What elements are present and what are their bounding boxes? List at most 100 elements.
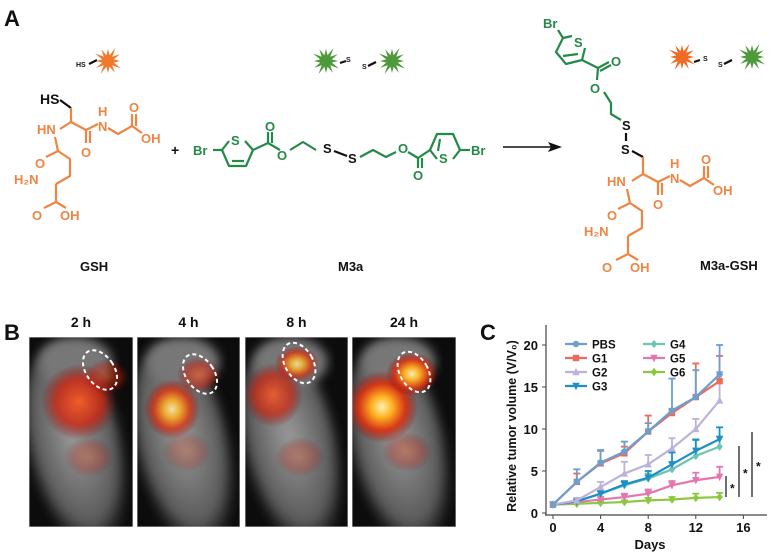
atom: O	[653, 197, 663, 212]
atom: N	[670, 171, 679, 186]
data-point	[650, 339, 658, 349]
bond	[642, 173, 671, 184]
thiophene-ring	[428, 132, 462, 160]
bond	[597, 61, 610, 69]
tumor-region-outline	[81, 349, 119, 391]
fluorescence-signal	[64, 437, 114, 477]
bond	[53, 136, 72, 185]
bond	[88, 59, 98, 65]
fluorescence-signal	[177, 357, 221, 393]
mouse-fluorescence-image	[137, 337, 240, 527]
icon-s: S	[362, 64, 367, 71]
legend-label: G1	[592, 354, 608, 366]
legend-label: G5	[670, 354, 686, 366]
data-point	[645, 496, 652, 505]
tumor-volume-chart: 0 4 8 12 16 0 5 10 15 20 Days Relative tumor volume…	[505, 325, 767, 552]
significance-marker: *	[743, 467, 748, 481]
legend-item-g2: G2	[565, 368, 607, 380]
fluorescence-signal	[144, 379, 200, 439]
atom: HS	[40, 91, 59, 107]
mouse-fluorescence-image	[29, 337, 133, 527]
atom: Br	[471, 143, 485, 158]
tumor-region-outline	[281, 341, 317, 385]
m3a-gsh-structure: Br S O O S S HN O N H O OH	[543, 16, 733, 275]
bond	[107, 124, 143, 136]
data-point	[621, 497, 628, 507]
bond	[617, 202, 631, 210]
data-point	[596, 496, 605, 504]
bond	[562, 52, 579, 58]
m3a-structure: Br S O O S S O O S Br	[193, 119, 485, 183]
atom: S	[439, 151, 448, 166]
legend-item-g3: G3	[565, 382, 607, 394]
m3a-cartoon: S S	[313, 48, 405, 74]
orange-star-icon	[669, 44, 695, 70]
atom: H₂N	[14, 172, 39, 187]
atom: O	[607, 208, 617, 223]
series-line	[552, 399, 721, 506]
bond	[581, 59, 600, 81]
bond	[407, 149, 431, 160]
data-point	[596, 482, 605, 491]
gsh-label: GSH	[80, 259, 108, 274]
atom: OH	[60, 208, 80, 223]
significance-marker: *	[730, 482, 735, 496]
data-point	[668, 461, 676, 469]
data-point	[650, 367, 658, 377]
data-point	[549, 501, 557, 508]
data-point	[573, 478, 580, 486]
bond	[43, 184, 58, 209]
icon-s: S	[703, 56, 708, 63]
gsh-cartoon: HS	[76, 48, 121, 74]
bond	[55, 201, 67, 209]
atom: HN	[37, 122, 56, 137]
atom: O	[398, 141, 408, 156]
series-line	[552, 438, 721, 506]
data-point	[692, 451, 699, 461]
data-point	[644, 474, 652, 482]
thiophene-ring	[554, 34, 587, 66]
data-point	[716, 492, 723, 502]
atom: O	[611, 54, 621, 69]
atom: O	[35, 156, 45, 171]
bond	[333, 149, 348, 158]
bond	[693, 58, 701, 64]
m3a-label: M3a	[338, 259, 364, 274]
data-point	[620, 481, 629, 489]
atom: OH	[713, 183, 733, 198]
legend-item-g6: G6	[643, 368, 685, 380]
data-point	[692, 447, 700, 456]
data-point	[692, 477, 700, 485]
fluorescence-signal	[162, 432, 212, 472]
series-pbs	[549, 344, 724, 508]
atom: S	[622, 118, 631, 133]
data-point	[715, 473, 724, 482]
y-tick-label: 10	[524, 422, 538, 437]
atom: O	[590, 81, 600, 96]
atom: H	[98, 104, 107, 119]
x-tick-label: 4	[597, 520, 605, 535]
bond	[615, 236, 630, 261]
series-line	[552, 475, 720, 506]
bond	[436, 138, 442, 152]
m3a-gsh-label: M3a-GSH	[700, 258, 758, 273]
bond	[631, 157, 645, 182]
data-point	[645, 428, 652, 435]
atom: O	[265, 119, 275, 134]
product-cartoon: S S	[669, 44, 765, 70]
data-point	[572, 340, 580, 348]
timepoint-label: 24 h	[390, 314, 418, 330]
atom: O	[129, 100, 139, 115]
green-star-icon	[739, 44, 765, 70]
legend-label: G6	[670, 368, 685, 380]
fluorescence-signal	[386, 352, 438, 396]
data-point	[572, 367, 580, 376]
series-line	[552, 495, 720, 506]
data-point	[650, 354, 658, 363]
bond	[45, 150, 59, 158]
x-tick-label: 16	[736, 520, 750, 535]
green-star-icon	[379, 48, 405, 74]
green-star-icon	[313, 48, 339, 74]
